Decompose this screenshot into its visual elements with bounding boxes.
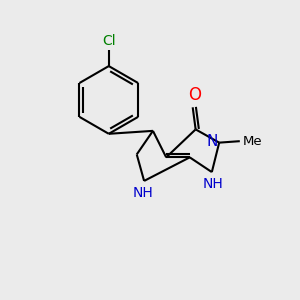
Text: NH: NH [132, 186, 153, 200]
Text: NH: NH [203, 177, 224, 191]
Text: O: O [188, 86, 201, 104]
Text: Cl: Cl [102, 34, 116, 48]
Text: Me: Me [243, 135, 262, 148]
Text: N: N [206, 134, 218, 149]
